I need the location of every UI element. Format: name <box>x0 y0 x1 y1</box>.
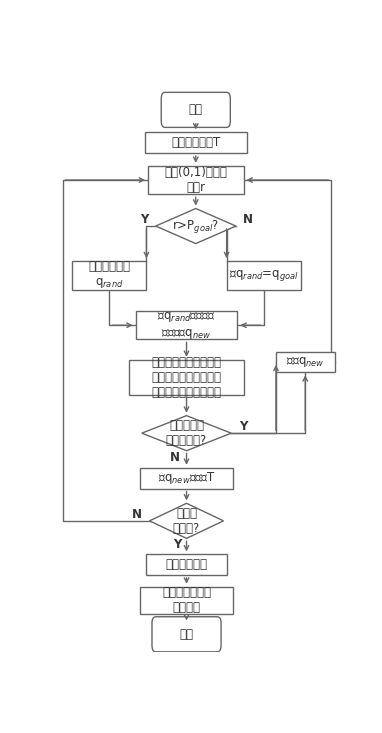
Text: 双向删除冗余路
径后处理: 双向删除冗余路 径后处理 <box>162 586 211 614</box>
Polygon shape <box>142 416 231 451</box>
Polygon shape <box>156 208 236 243</box>
Text: 到达目
标附近?: 到达目 标附近? <box>173 507 200 535</box>
Text: 生成(0,1)上的随
机数r: 生成(0,1)上的随 机数r <box>164 166 227 194</box>
FancyBboxPatch shape <box>152 616 221 652</box>
Text: 正运动学求解得到任务
空间下各关节位置并计
算出平台上标记点坐标: 正运动学求解得到任务 空间下各关节位置并计 算出平台上标记点坐标 <box>152 356 222 399</box>
Text: 机械臂或平
台发生碰撞?: 机械臂或平 台发生碰撞? <box>166 419 207 447</box>
Bar <box>129 360 244 395</box>
Bar <box>140 468 233 488</box>
Text: 将q$_{new}$加入树T: 将q$_{new}$加入树T <box>157 470 215 486</box>
Text: 向q$_{rand}$前进一个
步长得到q$_{new}$: 向q$_{rand}$前进一个 步长得到q$_{new}$ <box>157 310 216 341</box>
Bar <box>276 352 335 372</box>
Text: r>P$_{goal}$?: r>P$_{goal}$? <box>172 218 219 235</box>
Text: 开始: 开始 <box>189 103 203 117</box>
Bar <box>145 133 247 153</box>
Bar <box>73 261 146 290</box>
Text: 结束: 结束 <box>180 627 194 641</box>
Text: N: N <box>132 508 142 520</box>
Bar <box>136 311 237 339</box>
Bar <box>148 166 244 194</box>
Text: N: N <box>170 451 180 464</box>
Text: Y: Y <box>239 420 247 433</box>
Text: 舍弃q$_{new}$: 舍弃q$_{new}$ <box>286 355 325 369</box>
Bar <box>227 261 301 290</box>
Text: 查询可行路径: 查询可行路径 <box>165 559 207 571</box>
FancyBboxPatch shape <box>161 92 230 128</box>
Polygon shape <box>149 504 223 539</box>
Text: Y: Y <box>140 213 148 226</box>
Text: 生成随机节点
q$_{rand}$: 生成随机节点 q$_{rand}$ <box>88 260 130 290</box>
Bar <box>146 554 227 575</box>
Text: N: N <box>243 213 253 226</box>
Bar <box>140 586 233 614</box>
Text: 初始化随机树T: 初始化随机树T <box>171 136 220 150</box>
Text: 令q$_{rand}$=q$_{goal}$: 令q$_{rand}$=q$_{goal}$ <box>229 268 299 283</box>
Text: Y: Y <box>173 539 181 551</box>
